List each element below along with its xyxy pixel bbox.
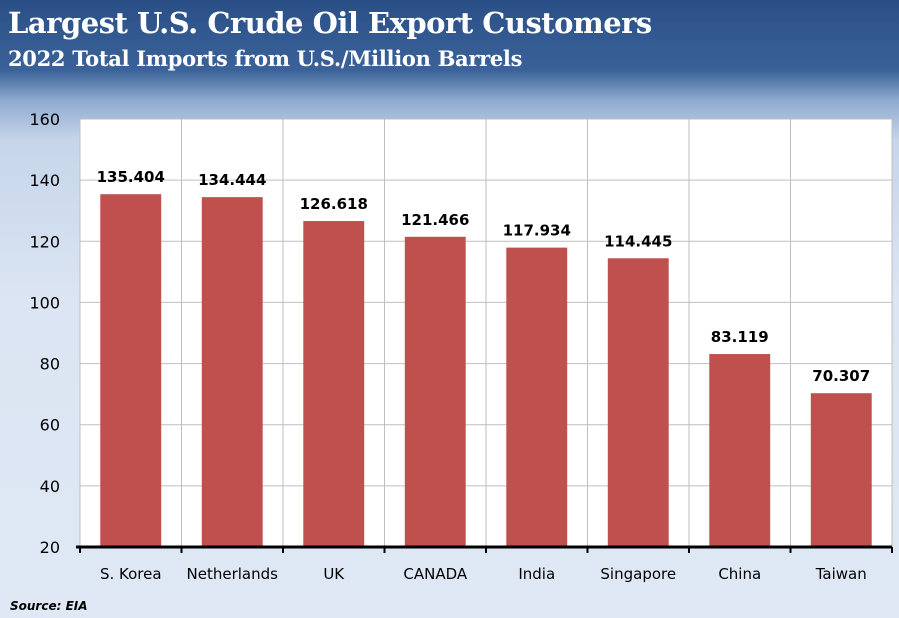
- y-tick-label: 40: [40, 477, 60, 496]
- data-label: 121.466: [401, 211, 469, 229]
- y-tick-label: 100: [29, 293, 60, 312]
- chart-title: Largest U.S. Crude Oil Export Customers: [8, 6, 652, 40]
- source-note: Source: EIA: [10, 599, 88, 613]
- x-tick-label: CANADA: [403, 565, 468, 583]
- x-tick-label: S. Korea: [100, 565, 162, 583]
- y-tick-label: 140: [29, 171, 60, 190]
- data-label: 117.934: [503, 222, 571, 240]
- y-tick-label: 80: [40, 355, 60, 374]
- x-tick-label: India: [518, 565, 555, 583]
- bar: [100, 194, 162, 547]
- x-axis-ticks: S. Korea Netherlands UK CANADA India Singapor…: [79, 547, 893, 583]
- bar: [810, 393, 872, 547]
- data-label: 134.444: [198, 171, 266, 189]
- bar: [709, 354, 771, 547]
- data-label: 126.618: [300, 195, 368, 213]
- data-label: 114.445: [604, 232, 672, 250]
- bars: [100, 194, 872, 548]
- bar: [607, 258, 669, 547]
- x-tick-label: Netherlands: [187, 565, 279, 583]
- chart-subtitle: 2022 Total Imports from U.S./Million Bar…: [8, 46, 523, 71]
- bar: [506, 247, 568, 547]
- data-labels: 135.404 134.444 126.618 121.466 117.934 114.4…: [97, 168, 871, 385]
- y-axis-ticks: 20 40 60 80 100 120 140 160: [29, 110, 60, 557]
- data-label: 83.119: [711, 328, 769, 346]
- data-label: 135.404: [97, 168, 165, 186]
- chart-header: Largest U.S. Crude Oil Export Customers …: [0, 0, 899, 100]
- y-tick-label: 20: [40, 538, 60, 557]
- y-tick-label: 120: [29, 232, 60, 251]
- data-label: 70.307: [812, 367, 870, 385]
- x-tick-label: Singapore: [600, 565, 676, 583]
- x-tick-label: UK: [323, 565, 345, 583]
- y-tick-label: 60: [40, 416, 60, 435]
- bar: [303, 221, 365, 548]
- bar: [201, 197, 263, 547]
- x-tick-label: China: [718, 565, 761, 583]
- y-tick-label: 160: [29, 110, 60, 129]
- x-tick-label: Taiwan: [815, 565, 867, 583]
- bar: [404, 236, 466, 547]
